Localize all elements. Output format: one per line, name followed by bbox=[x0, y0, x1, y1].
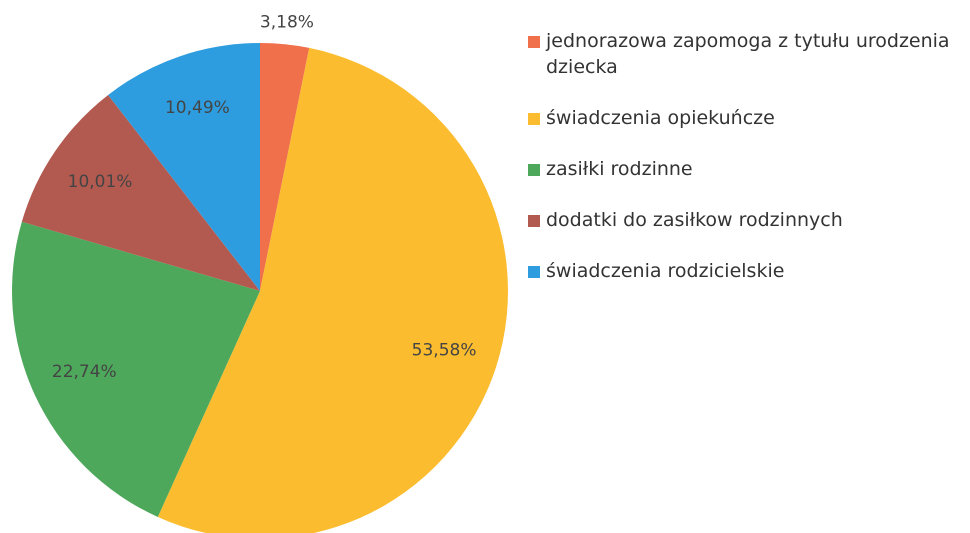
legend-item: świadczenia opiekuńcze bbox=[528, 105, 953, 131]
legend-label: świadczenia opiekuńcze bbox=[546, 107, 775, 129]
legend-swatch bbox=[528, 36, 540, 48]
legend-label: jednorazowa zapomoga z tytułu urodzenia … bbox=[546, 30, 950, 78]
data-label: 22,74% bbox=[52, 362, 117, 382]
legend-label: dodatki do zasiłkow rodzinnych bbox=[546, 209, 843, 231]
legend-swatch bbox=[528, 164, 540, 176]
legend-label: świadczenia rodzicielskie bbox=[546, 260, 785, 282]
data-label: 3,18% bbox=[260, 12, 314, 32]
legend-swatch bbox=[528, 113, 540, 125]
legend: jednorazowa zapomoga z tytułu urodzenia … bbox=[528, 28, 953, 309]
pie-slice bbox=[12, 221, 261, 517]
legend-item: dodatki do zasiłkow rodzinnych bbox=[528, 207, 953, 233]
legend-swatch bbox=[528, 266, 540, 278]
legend-label: zasiłki rodzinne bbox=[546, 158, 693, 180]
pie-slice bbox=[108, 43, 260, 291]
pie-slice bbox=[21, 94, 260, 291]
legend-swatch bbox=[528, 215, 540, 227]
legend-item: zasiłki rodzinne bbox=[528, 156, 953, 182]
pie-slice bbox=[157, 47, 508, 533]
data-label: 10,49% bbox=[165, 98, 230, 118]
legend-item: świadczenia rodzicielskie bbox=[528, 258, 953, 284]
data-label: 53,58% bbox=[412, 340, 477, 360]
pie-slice bbox=[260, 43, 310, 291]
legend-item: jednorazowa zapomoga z tytułu urodzenia … bbox=[528, 28, 953, 80]
data-label: 10,01% bbox=[68, 172, 133, 192]
